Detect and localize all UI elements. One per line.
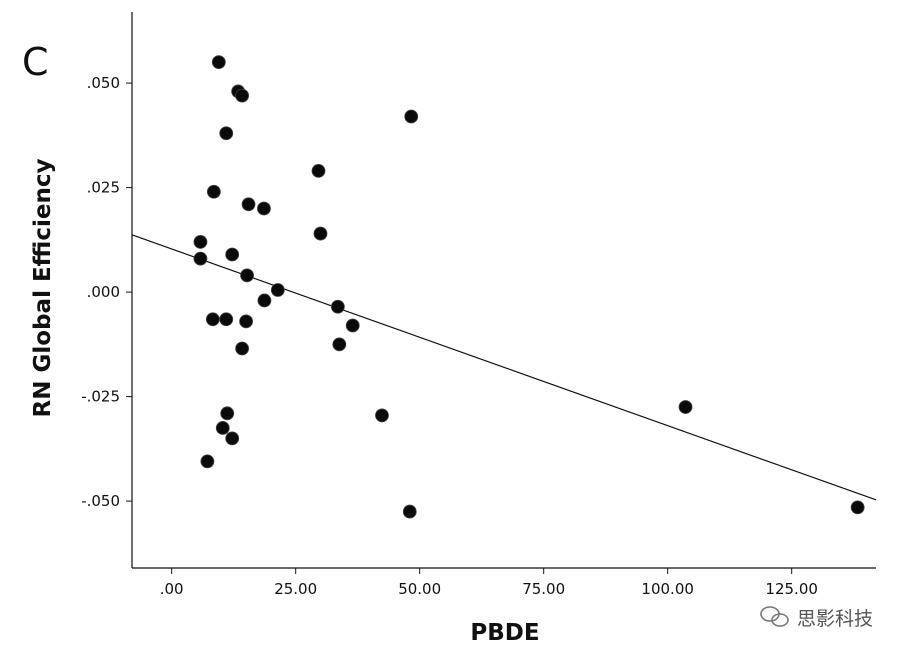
y-tick-label: -.050 (81, 492, 120, 510)
data-point (235, 88, 250, 103)
x-tick-label: 125.00 (765, 580, 818, 598)
x-tick-label: 50.00 (398, 580, 441, 598)
data-point (193, 251, 208, 266)
y-tick-label: .000 (87, 283, 120, 301)
panel-label: C (22, 40, 49, 84)
data-point (404, 109, 419, 124)
data-point (402, 504, 417, 519)
y-axis-title: RN Global Efficiency (30, 159, 56, 418)
data-point (206, 184, 221, 199)
data-point (211, 55, 226, 70)
data-point (270, 283, 285, 297)
watermark-text: 思影科技 (797, 608, 873, 630)
y-tick-label: -.025 (81, 388, 120, 406)
x-tick-label: .00 (160, 580, 184, 598)
data-point (205, 312, 220, 327)
y-tick-label: .050 (87, 74, 120, 92)
data-point (219, 126, 234, 141)
watermark: 思影科技 (760, 606, 873, 630)
data-point (235, 341, 250, 356)
data-point (345, 318, 360, 333)
data-point (241, 197, 256, 212)
data-point (200, 454, 215, 469)
plot-area: .050 .025 .000 -.025 -.050 .00 25.00 50.00 75.00… (81, 12, 877, 598)
data-point (239, 314, 253, 329)
data-point (225, 247, 240, 262)
data-point (193, 235, 208, 249)
data-point (678, 400, 693, 414)
data-point (225, 431, 240, 446)
data-point (330, 299, 345, 314)
data-point (850, 500, 865, 515)
data-point (215, 421, 230, 435)
data-point (311, 163, 326, 178)
x-tick-label: 25.00 (274, 580, 317, 598)
x-tick-label: 75.00 (522, 580, 565, 598)
data-point (220, 406, 235, 421)
data-point (257, 293, 272, 308)
data-point (257, 201, 271, 216)
x-axis-title: PBDE (470, 620, 539, 646)
wechat-icon (760, 606, 789, 627)
data-point (240, 268, 254, 283)
data-point (375, 408, 389, 423)
data-point (313, 226, 328, 241)
data-point (219, 312, 234, 327)
regression-line (131, 234, 877, 501)
data-point (332, 337, 347, 352)
x-tick-label: 100.00 (641, 580, 694, 598)
y-tick-label: .025 (87, 179, 120, 197)
